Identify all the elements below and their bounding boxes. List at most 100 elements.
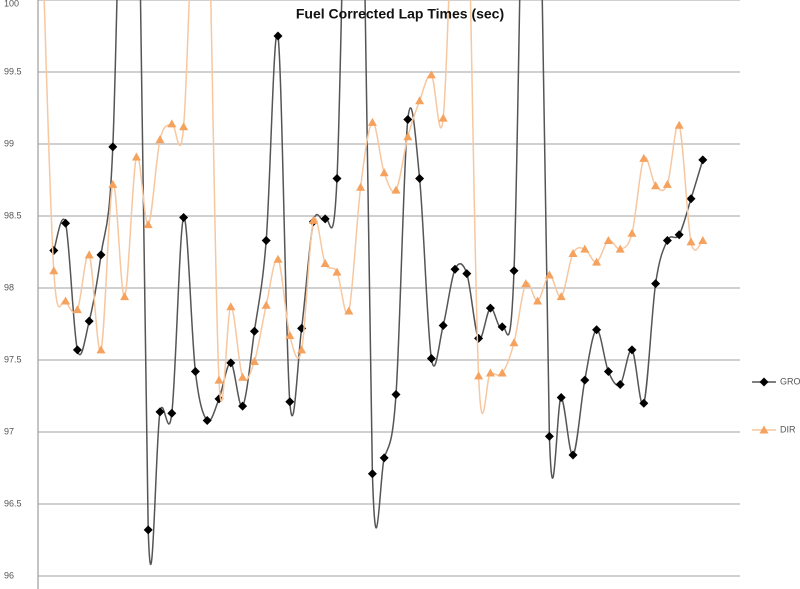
marker — [662, 179, 672, 188]
chart-title: Fuel Corrected Lap Times (sec) — [296, 6, 504, 22]
marker — [497, 322, 507, 332]
marker — [285, 331, 295, 340]
marker — [356, 182, 366, 191]
marker — [72, 345, 82, 355]
y-tick-label: 97.5 — [4, 354, 22, 364]
marker — [674, 120, 684, 129]
marker — [759, 377, 769, 387]
marker — [120, 292, 130, 301]
marker — [415, 174, 425, 184]
marker — [155, 135, 165, 144]
marker — [627, 345, 637, 355]
marker — [474, 333, 484, 343]
marker — [592, 325, 602, 335]
y-tick-label: 96.5 — [4, 498, 22, 508]
y-tick-label: 98 — [4, 282, 14, 292]
y-tick-label: 96 — [4, 570, 14, 580]
marker — [639, 398, 649, 408]
marker — [415, 96, 425, 105]
marker — [379, 168, 389, 177]
marker — [426, 354, 436, 364]
marker — [72, 305, 82, 314]
marker — [580, 244, 590, 253]
marker — [155, 407, 165, 417]
marker — [651, 181, 661, 190]
marker — [238, 401, 248, 411]
plot-area — [43, 0, 708, 566]
marker — [698, 155, 708, 165]
marker — [202, 415, 212, 425]
marker — [273, 31, 283, 41]
legend: GRO DIR — [752, 376, 800, 434]
marker — [568, 450, 578, 460]
marker — [686, 194, 696, 204]
marker — [167, 408, 177, 418]
y-tick-label: 98.5 — [4, 210, 22, 220]
marker — [592, 257, 602, 266]
marker — [320, 214, 330, 224]
marker — [568, 248, 578, 257]
marker — [509, 266, 519, 276]
marker — [426, 70, 436, 79]
marker — [49, 266, 59, 275]
marker — [273, 254, 283, 263]
marker — [226, 358, 236, 368]
marker — [603, 367, 613, 377]
marker — [143, 220, 153, 229]
marker — [698, 235, 708, 244]
marker — [627, 228, 637, 237]
marker — [403, 115, 413, 125]
marker — [96, 345, 106, 354]
marker — [179, 212, 189, 222]
marker — [556, 292, 566, 301]
marker — [521, 279, 531, 288]
marker — [603, 235, 613, 244]
marker — [662, 235, 672, 245]
marker — [179, 122, 189, 131]
marker — [556, 392, 566, 402]
marker — [344, 306, 354, 315]
marker — [96, 250, 106, 260]
marker — [308, 215, 318, 224]
marker — [438, 113, 448, 122]
marker — [249, 356, 259, 365]
marker — [190, 367, 200, 377]
marker — [367, 117, 377, 126]
marker — [485, 303, 495, 313]
marker — [332, 267, 342, 276]
marker — [759, 425, 769, 434]
marker — [238, 372, 248, 381]
marker — [651, 279, 661, 289]
marker — [615, 379, 625, 389]
marker — [485, 368, 495, 377]
marker — [403, 132, 413, 141]
marker — [108, 142, 118, 152]
marker — [391, 185, 401, 194]
marker — [49, 246, 59, 256]
marker — [474, 371, 484, 380]
marker — [509, 338, 519, 347]
legend-label: DIR — [780, 424, 796, 434]
y-tick-label: 99 — [4, 138, 14, 148]
legend-label: GRO — [780, 376, 800, 386]
marker — [108, 179, 118, 188]
marker — [261, 300, 271, 309]
marker — [615, 244, 625, 253]
marker — [249, 326, 259, 336]
y-tick-label: 97 — [4, 426, 14, 436]
marker — [261, 235, 271, 245]
marker — [639, 153, 649, 162]
marker — [379, 453, 389, 463]
marker — [674, 230, 684, 240]
marker — [285, 397, 295, 407]
marker — [61, 296, 71, 305]
marker — [143, 525, 153, 535]
marker — [84, 250, 94, 259]
marker — [84, 316, 94, 326]
marker — [167, 119, 177, 128]
marker — [332, 174, 342, 184]
marker — [533, 296, 543, 305]
marker — [438, 320, 448, 330]
